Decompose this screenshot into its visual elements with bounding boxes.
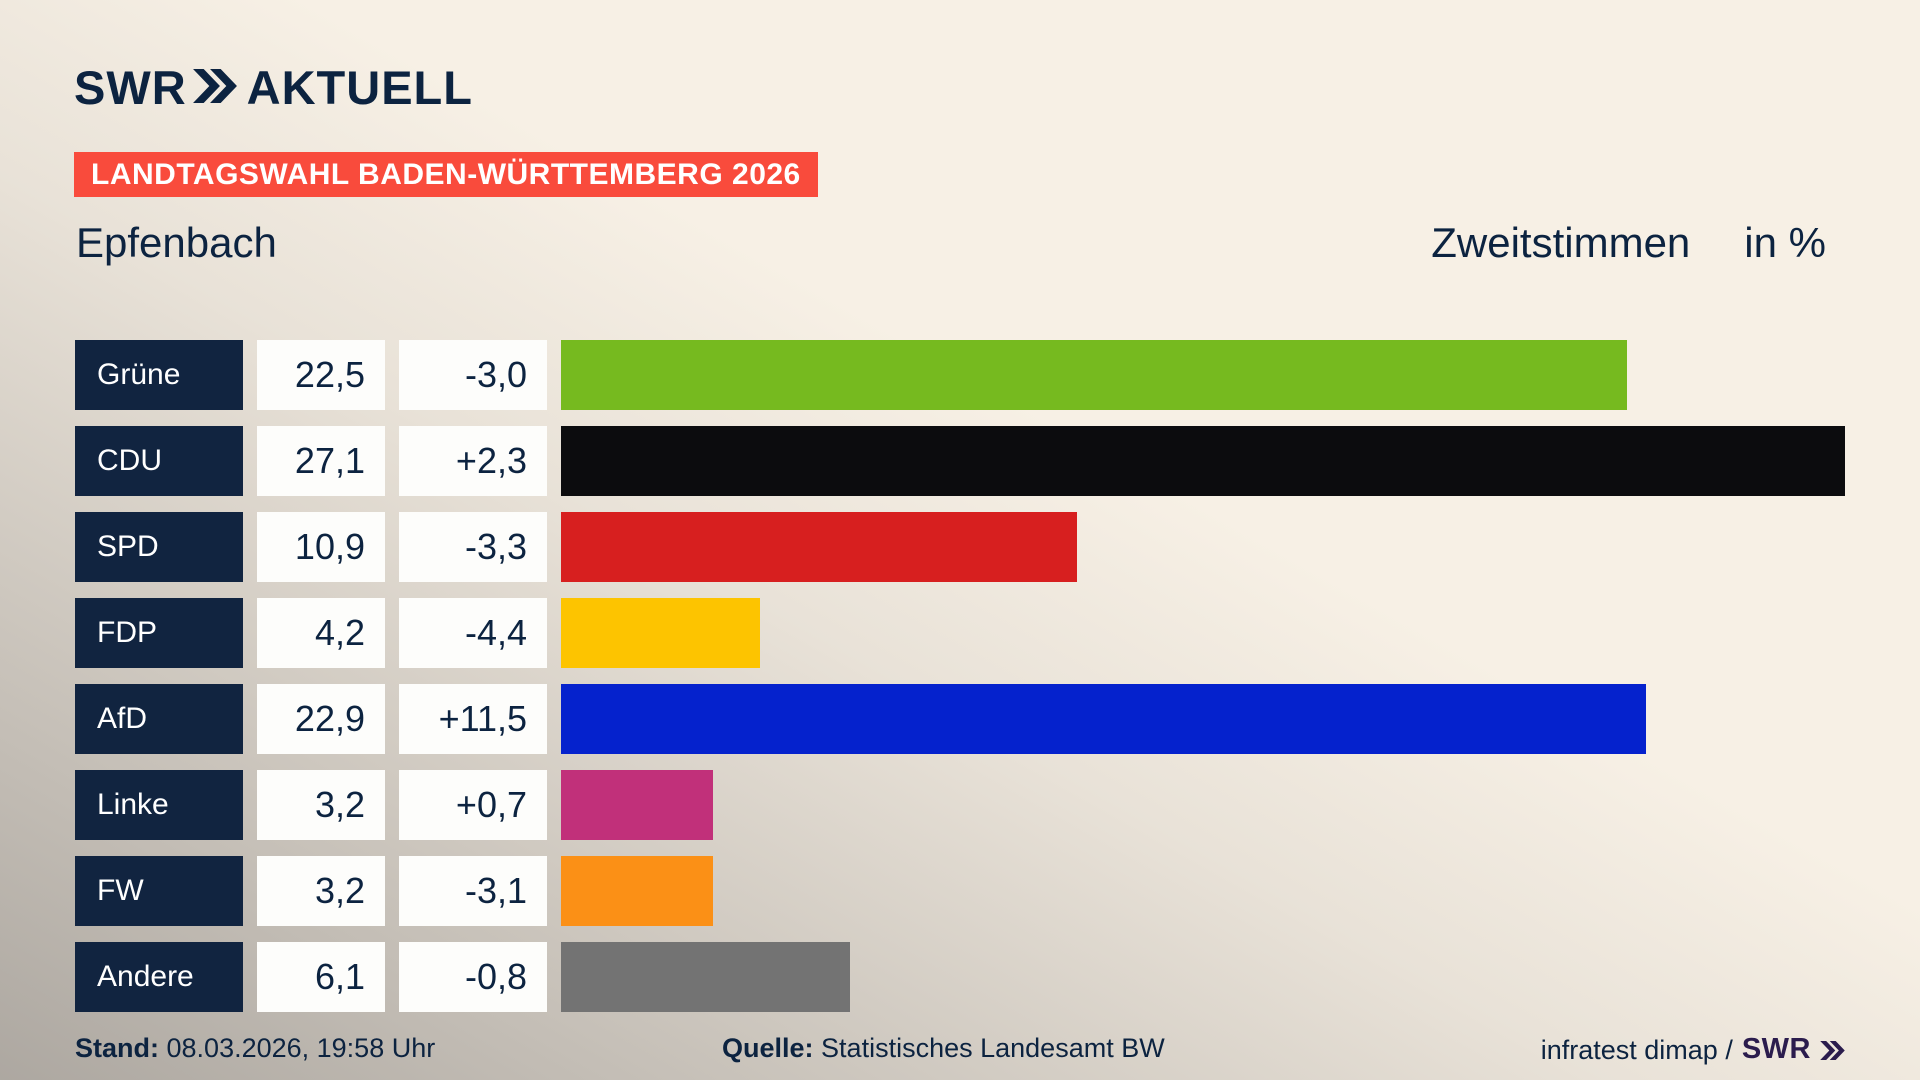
party-bar	[561, 598, 760, 668]
party-label-cell: Linke	[75, 770, 243, 840]
bar-track	[561, 856, 1845, 926]
party-bar	[561, 512, 1078, 582]
party-change-cell: -3,3	[399, 512, 547, 582]
stand-value: 08.03.2026, 19:58 Uhr	[166, 1033, 436, 1063]
bar-track	[561, 684, 1845, 754]
party-label-cell: Grüne	[75, 340, 243, 410]
party-value-cell: 3,2	[257, 856, 385, 926]
swr-wordmark: SWR	[74, 61, 187, 114]
party-row: AfD 22,9 +11,5	[75, 684, 1845, 754]
party-label-cell: AfD	[75, 684, 243, 754]
bar-track	[561, 426, 1845, 496]
bar-track	[561, 512, 1845, 582]
party-value-cell: 4,2	[257, 598, 385, 668]
credit-text: infratest dimap /	[1540, 1034, 1733, 1065]
double-chevron-icon	[1820, 1035, 1845, 1067]
municipality-title: Epfenbach	[76, 219, 277, 266]
party-row: CDU 27,1 +2,3	[75, 426, 1845, 496]
party-label-cell: SPD	[75, 512, 243, 582]
bar-track	[561, 340, 1845, 410]
party-row: FW 3,2 -3,1	[75, 856, 1845, 926]
party-value-cell: 27,1	[257, 426, 385, 496]
party-bar	[561, 856, 713, 926]
party-row: Andere 6,1 -0,8	[75, 942, 1845, 1012]
vote-type-label: Zweitstimmen	[1431, 219, 1691, 266]
stand-label: Stand:	[75, 1033, 159, 1063]
credit-note: infratest dimap / SWR	[1541, 1032, 1845, 1067]
unit-label: in %	[1744, 219, 1826, 266]
party-value-cell: 3,2	[257, 770, 385, 840]
party-row: Grüne 22,5 -3,0	[75, 340, 1845, 410]
source-label: Quelle:	[722, 1033, 814, 1063]
party-value-cell: 10,9	[257, 512, 385, 582]
source-value: Statistisches Landesamt BW	[821, 1033, 1165, 1063]
party-bar	[561, 426, 1845, 496]
party-bar	[561, 340, 1628, 410]
party-row: SPD 10,9 -3,3	[75, 512, 1845, 582]
party-row: Linke 3,2 +0,7	[75, 770, 1845, 840]
party-label-cell: FDP	[75, 598, 243, 668]
party-change-cell: +11,5	[399, 684, 547, 754]
election-banner: LANDTAGSWAHL BADEN-WÜRTTEMBERG 2026	[74, 152, 818, 197]
bar-track	[561, 942, 1845, 1012]
party-change-cell: +0,7	[399, 770, 547, 840]
party-row: FDP 4,2 -4,4	[75, 598, 1845, 668]
party-value-cell: 22,9	[257, 684, 385, 754]
party-change-cell: -0,8	[399, 942, 547, 1012]
swr-credit-wordmark: SWR	[1741, 1033, 1811, 1066]
party-label-cell: FW	[75, 856, 243, 926]
aktuell-wordmark: AKTUELL	[246, 61, 473, 114]
bar-track	[561, 598, 1845, 668]
party-change-cell: -3,0	[399, 340, 547, 410]
party-bar	[561, 770, 713, 840]
stand-timestamp: Stand: 08.03.2026, 19:58 Uhr	[75, 1032, 435, 1064]
party-bar	[561, 684, 1646, 754]
results-table: Grüne 22,5 -3,0 CDU 27,1 +2,3 SPD 10,9 -3,3 FDP 4,…	[75, 340, 1845, 1028]
party-value-cell: 22,5	[257, 340, 385, 410]
party-change-cell: -3,1	[399, 856, 547, 926]
party-change-cell: +2,3	[399, 426, 547, 496]
swr-aktuell-logo: SWR AKTUELL	[74, 64, 473, 111]
double-chevron-icon	[192, 69, 237, 108]
bar-track	[561, 770, 1845, 840]
party-bar	[561, 942, 851, 1012]
party-label-cell: CDU	[75, 426, 243, 496]
party-value-cell: 6,1	[257, 942, 385, 1012]
source-note: Quelle: Statistisches Landesamt BW	[722, 1032, 1165, 1064]
party-change-cell: -4,4	[399, 598, 547, 668]
vote-type-title: Zweitstimmen in %	[1431, 222, 1826, 264]
party-label-cell: Andere	[75, 942, 243, 1012]
